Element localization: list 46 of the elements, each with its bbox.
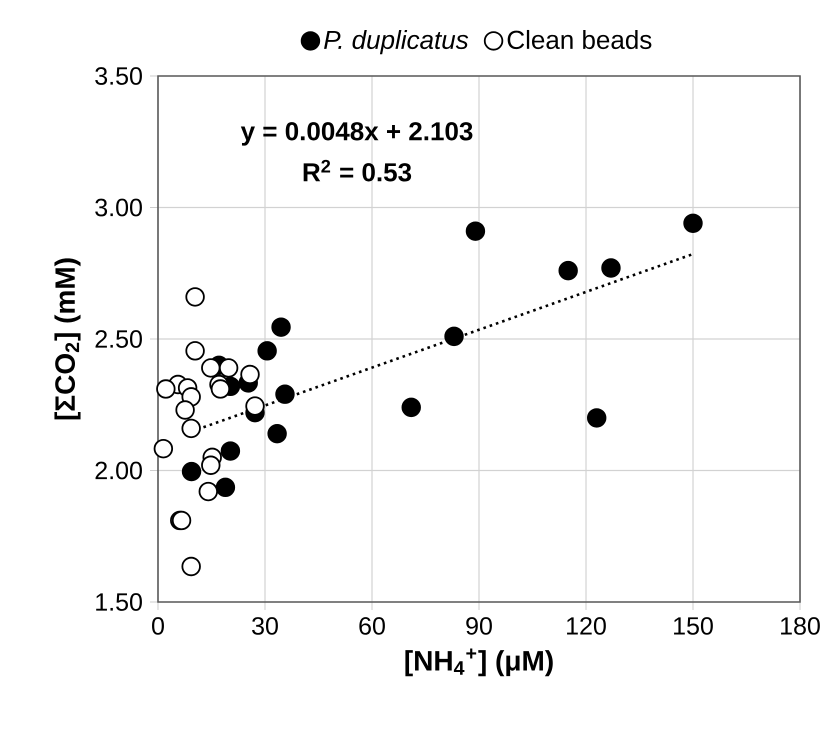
point — [220, 441, 240, 461]
point — [402, 398, 421, 418]
legend-label: P. duplicatus — [324, 30, 468, 54]
point — [257, 341, 277, 361]
point — [240, 364, 260, 384]
point — [558, 260, 578, 280]
y-tick-label: 2.00 — [96, 462, 142, 480]
point — [267, 424, 287, 444]
y-tick-label: 3.00 — [95, 198, 142, 216]
point — [216, 478, 236, 498]
x-tick-label: 150 — [674, 617, 713, 635]
point — [185, 287, 205, 307]
point — [245, 396, 265, 416]
point — [587, 408, 606, 428]
point — [198, 482, 218, 502]
x-tick-label: 120 — [567, 617, 606, 635]
point — [683, 214, 703, 233]
y-tick-label: 3.50 — [95, 67, 142, 85]
point — [185, 341, 205, 361]
x-tick-label: 0 — [152, 617, 164, 635]
point — [175, 400, 195, 420]
point — [201, 456, 220, 475]
point — [201, 358, 220, 378]
point — [210, 379, 230, 399]
point — [601, 258, 621, 278]
y-tick-label: 2.50 — [96, 330, 142, 348]
annotation: y = 0.0048x + 2.103 — [240, 122, 472, 146]
y-axis-title: [ΣCO$_{2}$] (mM) — [54, 258, 81, 420]
point — [271, 317, 291, 337]
point — [275, 384, 295, 404]
x-tick-label: 90 — [466, 617, 492, 635]
annotation: R$^{2}$ = 0.53 — [304, 160, 412, 182]
point — [444, 326, 464, 346]
point — [156, 379, 176, 399]
point — [154, 438, 174, 458]
point — [182, 462, 202, 482]
x-tick-label: 30 — [252, 617, 278, 635]
y-tick-label: 1.50 — [96, 593, 142, 611]
legend-label: Clean beads — [508, 30, 652, 50]
x-axis-title: [NH$_{4}$$^{+}$] (μM) — [405, 648, 553, 676]
x-tick-label: 60 — [359, 617, 385, 635]
point — [218, 358, 238, 378]
point — [181, 556, 201, 576]
point — [466, 221, 486, 241]
point — [181, 418, 201, 438]
x-tick-label: 180 — [781, 617, 820, 635]
